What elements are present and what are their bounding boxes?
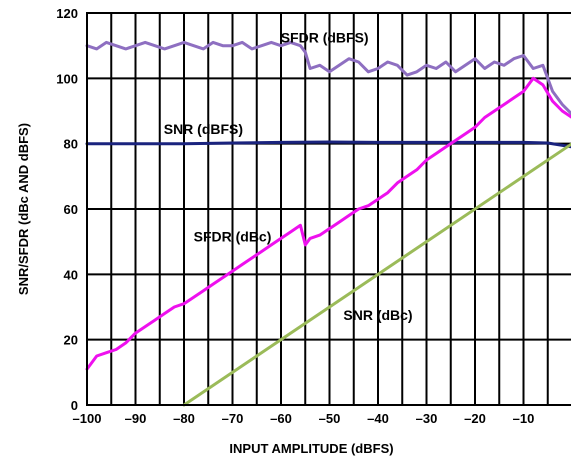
y-tick-label: 40 bbox=[64, 267, 78, 282]
y-tick-label: 60 bbox=[64, 202, 78, 217]
x-tick-label: –40 bbox=[367, 411, 389, 426]
x-tick-label: –50 bbox=[319, 411, 341, 426]
x-tick-label: –60 bbox=[270, 411, 292, 426]
y-tick-label: 80 bbox=[64, 137, 78, 152]
y-tick-label: 120 bbox=[56, 6, 78, 21]
x-tick-label: –80 bbox=[173, 411, 195, 426]
series-line-snr-dbc bbox=[182, 142, 571, 407]
y-tick-label: 0 bbox=[71, 398, 78, 413]
series-label: SFDR (dBc) bbox=[194, 229, 272, 245]
plot-frame bbox=[86, 12, 571, 406]
x-tick-label: –90 bbox=[125, 411, 147, 426]
x-tick-label: –20 bbox=[464, 411, 486, 426]
x-tick-label: –70 bbox=[222, 411, 244, 426]
x-axis-title: INPUT AMPLITUDE (dBFS) bbox=[229, 441, 393, 456]
series-label: SNR (dBc) bbox=[343, 307, 412, 323]
x-tick-label: –10 bbox=[513, 411, 535, 426]
series-label: SFDR (dBFS) bbox=[281, 29, 369, 45]
y-axis-title: SNR/SFDR (dBc AND dBFS) bbox=[16, 123, 31, 295]
y-tick-label: 100 bbox=[56, 71, 78, 86]
series-label: SNR (dBFS) bbox=[164, 121, 243, 137]
series-labels: SFDR (dBFS) SNR (dBFS) SFDR (dBc) SNR (dBc) bbox=[164, 29, 413, 323]
x-tick-labels: –100 –90 –80 –70 –60 –50 –40 –30 –20 –10 bbox=[73, 411, 535, 426]
series-layer bbox=[85, 40, 571, 407]
series-line-sfdr-dbfs bbox=[85, 40, 571, 116]
series-line-sfdr-dbc bbox=[85, 76, 571, 371]
y-tick-label: 20 bbox=[64, 333, 78, 348]
x-tick-label: –100 bbox=[73, 411, 102, 426]
series-line-snr-dbfs bbox=[85, 140, 571, 149]
y-tick-labels: 0 20 40 60 80 100 120 bbox=[56, 6, 78, 413]
x-tick-label: –30 bbox=[416, 411, 438, 426]
